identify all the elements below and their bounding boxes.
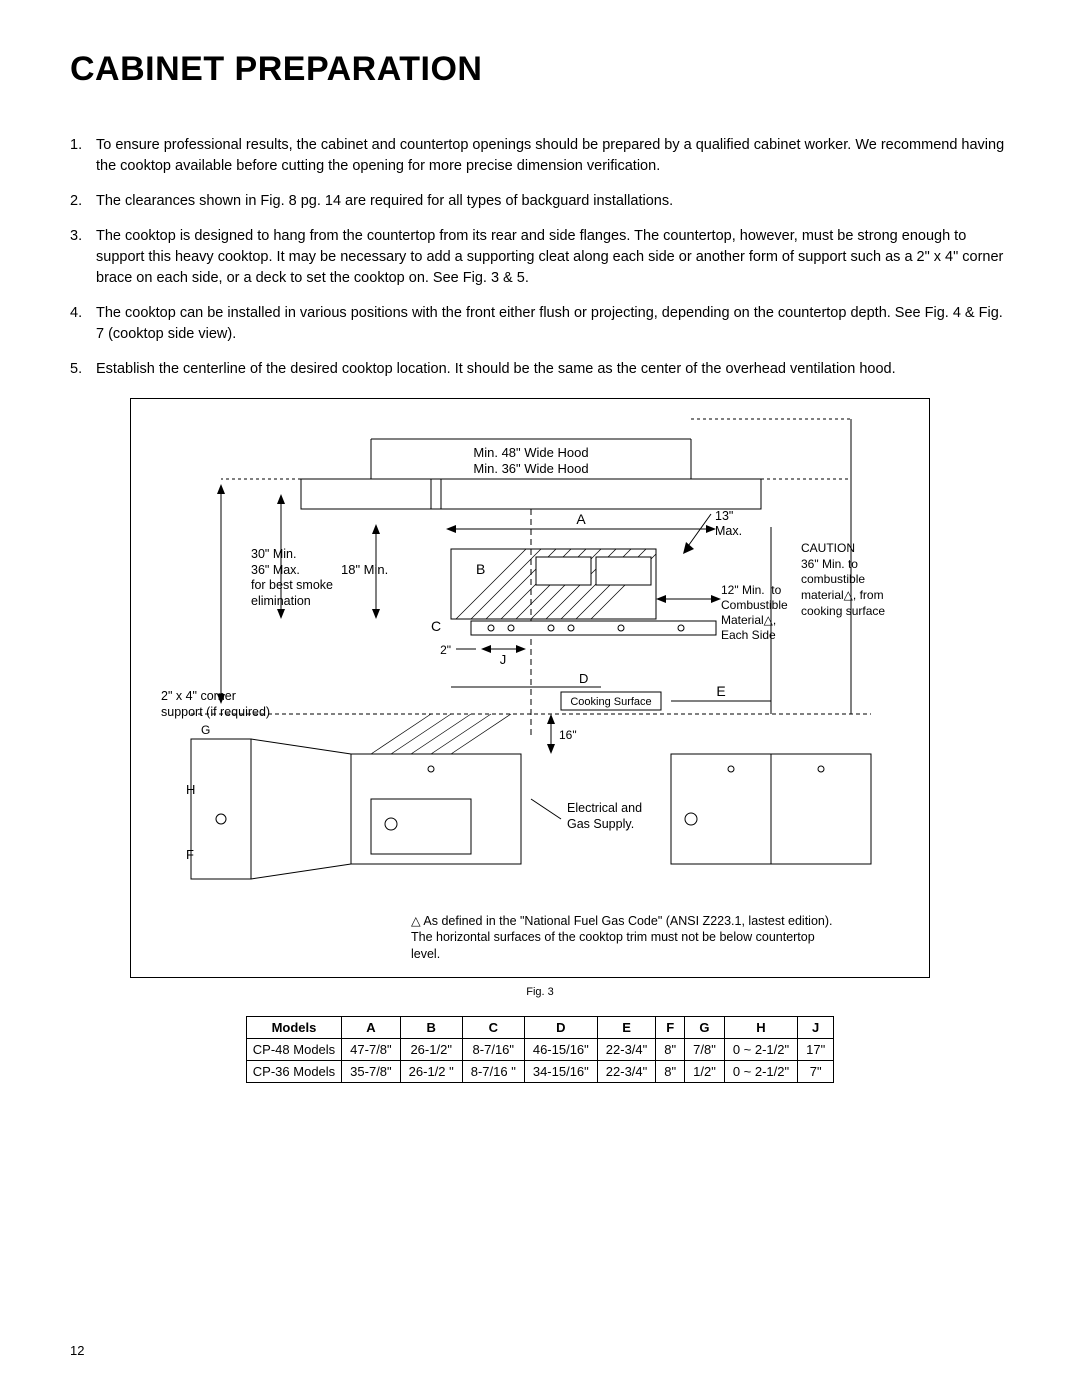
table-cell: 0 ~ 2-1/2" xyxy=(724,1061,797,1083)
svg-text:A: A xyxy=(576,511,586,527)
svg-text:D: D xyxy=(579,671,588,686)
svg-text:16": 16" xyxy=(559,728,577,742)
col-header: B xyxy=(400,1017,462,1039)
svg-text:Min. 48" Wide Hood: Min. 48" Wide Hood xyxy=(473,445,588,460)
col-header: J xyxy=(798,1017,834,1039)
table-cell: CP-36 Models xyxy=(246,1061,341,1083)
table-cell: 22-3/4" xyxy=(597,1039,655,1061)
table-cell: 0 ~ 2-1/2" xyxy=(724,1039,797,1061)
col-header: A xyxy=(342,1017,400,1039)
table-cell: 26-1/2" xyxy=(400,1039,462,1061)
table-cell: 7/8" xyxy=(685,1039,725,1061)
svg-text:B: B xyxy=(476,561,485,577)
table-cell: 22-3/4" xyxy=(597,1061,655,1083)
table-cell: 1/2" xyxy=(685,1061,725,1083)
col-header: E xyxy=(597,1017,655,1039)
col-header: F xyxy=(656,1017,685,1039)
svg-text:E: E xyxy=(716,683,725,699)
col-header: H xyxy=(724,1017,797,1039)
list-item: Establish the centerline of the desired … xyxy=(70,359,1010,380)
caution-label: CAUTION 36" Min. to combustible material… xyxy=(801,541,885,619)
table-cell: 26-1/2 " xyxy=(400,1061,462,1083)
col-header: G xyxy=(685,1017,725,1039)
page-number: 12 xyxy=(70,1343,84,1358)
page-title: CABINET PREPARATION xyxy=(70,50,1010,89)
table-cell: 7" xyxy=(798,1061,834,1083)
table-cell: 35-7/8" xyxy=(342,1061,400,1083)
smoke-label: 30" Min. 36" Max. for best smoke elimina… xyxy=(251,547,333,610)
figure-notes: △ As defined in the "National Fuel Gas C… xyxy=(411,913,841,964)
svg-text:J: J xyxy=(500,652,507,667)
svg-text:F: F xyxy=(186,847,194,862)
table-cell: 34-15/16" xyxy=(524,1061,597,1083)
elec-label: Electrical and Gas Supply. xyxy=(567,801,642,832)
table-cell: 8" xyxy=(656,1061,685,1083)
col-header: Models xyxy=(246,1017,341,1039)
list-item: The cooktop is designed to hang from the… xyxy=(70,226,1010,289)
table-cell: 17" xyxy=(798,1039,834,1061)
table-cell: CP-48 Models xyxy=(246,1039,341,1061)
svg-text:18" Min.: 18" Min. xyxy=(341,562,388,577)
svg-text:C: C xyxy=(431,618,441,634)
col-header: C xyxy=(462,1017,524,1039)
thirteen-label: 13" Max. xyxy=(715,509,742,539)
list-item: The clearances shown in Fig. 8 pg. 14 ar… xyxy=(70,191,1010,212)
note-2: The horizontal surfaces of the cooktop t… xyxy=(411,929,841,963)
svg-text:H: H xyxy=(186,782,195,797)
corner-label: 2" x 4" corner support (if required) xyxy=(161,689,270,720)
twelve-label: 12" Min. to Combustible Material△, Each … xyxy=(721,583,788,643)
list-item: The cooktop can be installed in various … xyxy=(70,303,1010,345)
list-item: To ensure professional results, the cabi… xyxy=(70,135,1010,177)
svg-text:2": 2" xyxy=(440,643,451,657)
table-cell: 8-7/16 " xyxy=(462,1061,524,1083)
svg-text:Min. 36" Wide Hood: Min. 36" Wide Hood xyxy=(473,461,588,476)
note-1: △ As defined in the "National Fuel Gas C… xyxy=(411,913,841,930)
table-cell: 8-7/16" xyxy=(462,1039,524,1061)
svg-text:Cooking Surface: Cooking Surface xyxy=(570,696,651,708)
table-cell: 8" xyxy=(656,1039,685,1061)
table-cell: 46-15/16" xyxy=(524,1039,597,1061)
figure-3: Min. 48" Wide Hood Min. 36" Wide Hood 18… xyxy=(130,398,930,978)
svg-text:G: G xyxy=(201,723,210,737)
table-cell: 47-7/8" xyxy=(342,1039,400,1061)
instruction-list: To ensure professional results, the cabi… xyxy=(70,135,1010,380)
col-header: D xyxy=(524,1017,597,1039)
dimensions-table: Models A B C D E F G H J CP-48 Models 47… xyxy=(246,1016,834,1083)
figure-caption: Fig. 3 xyxy=(70,986,1010,998)
